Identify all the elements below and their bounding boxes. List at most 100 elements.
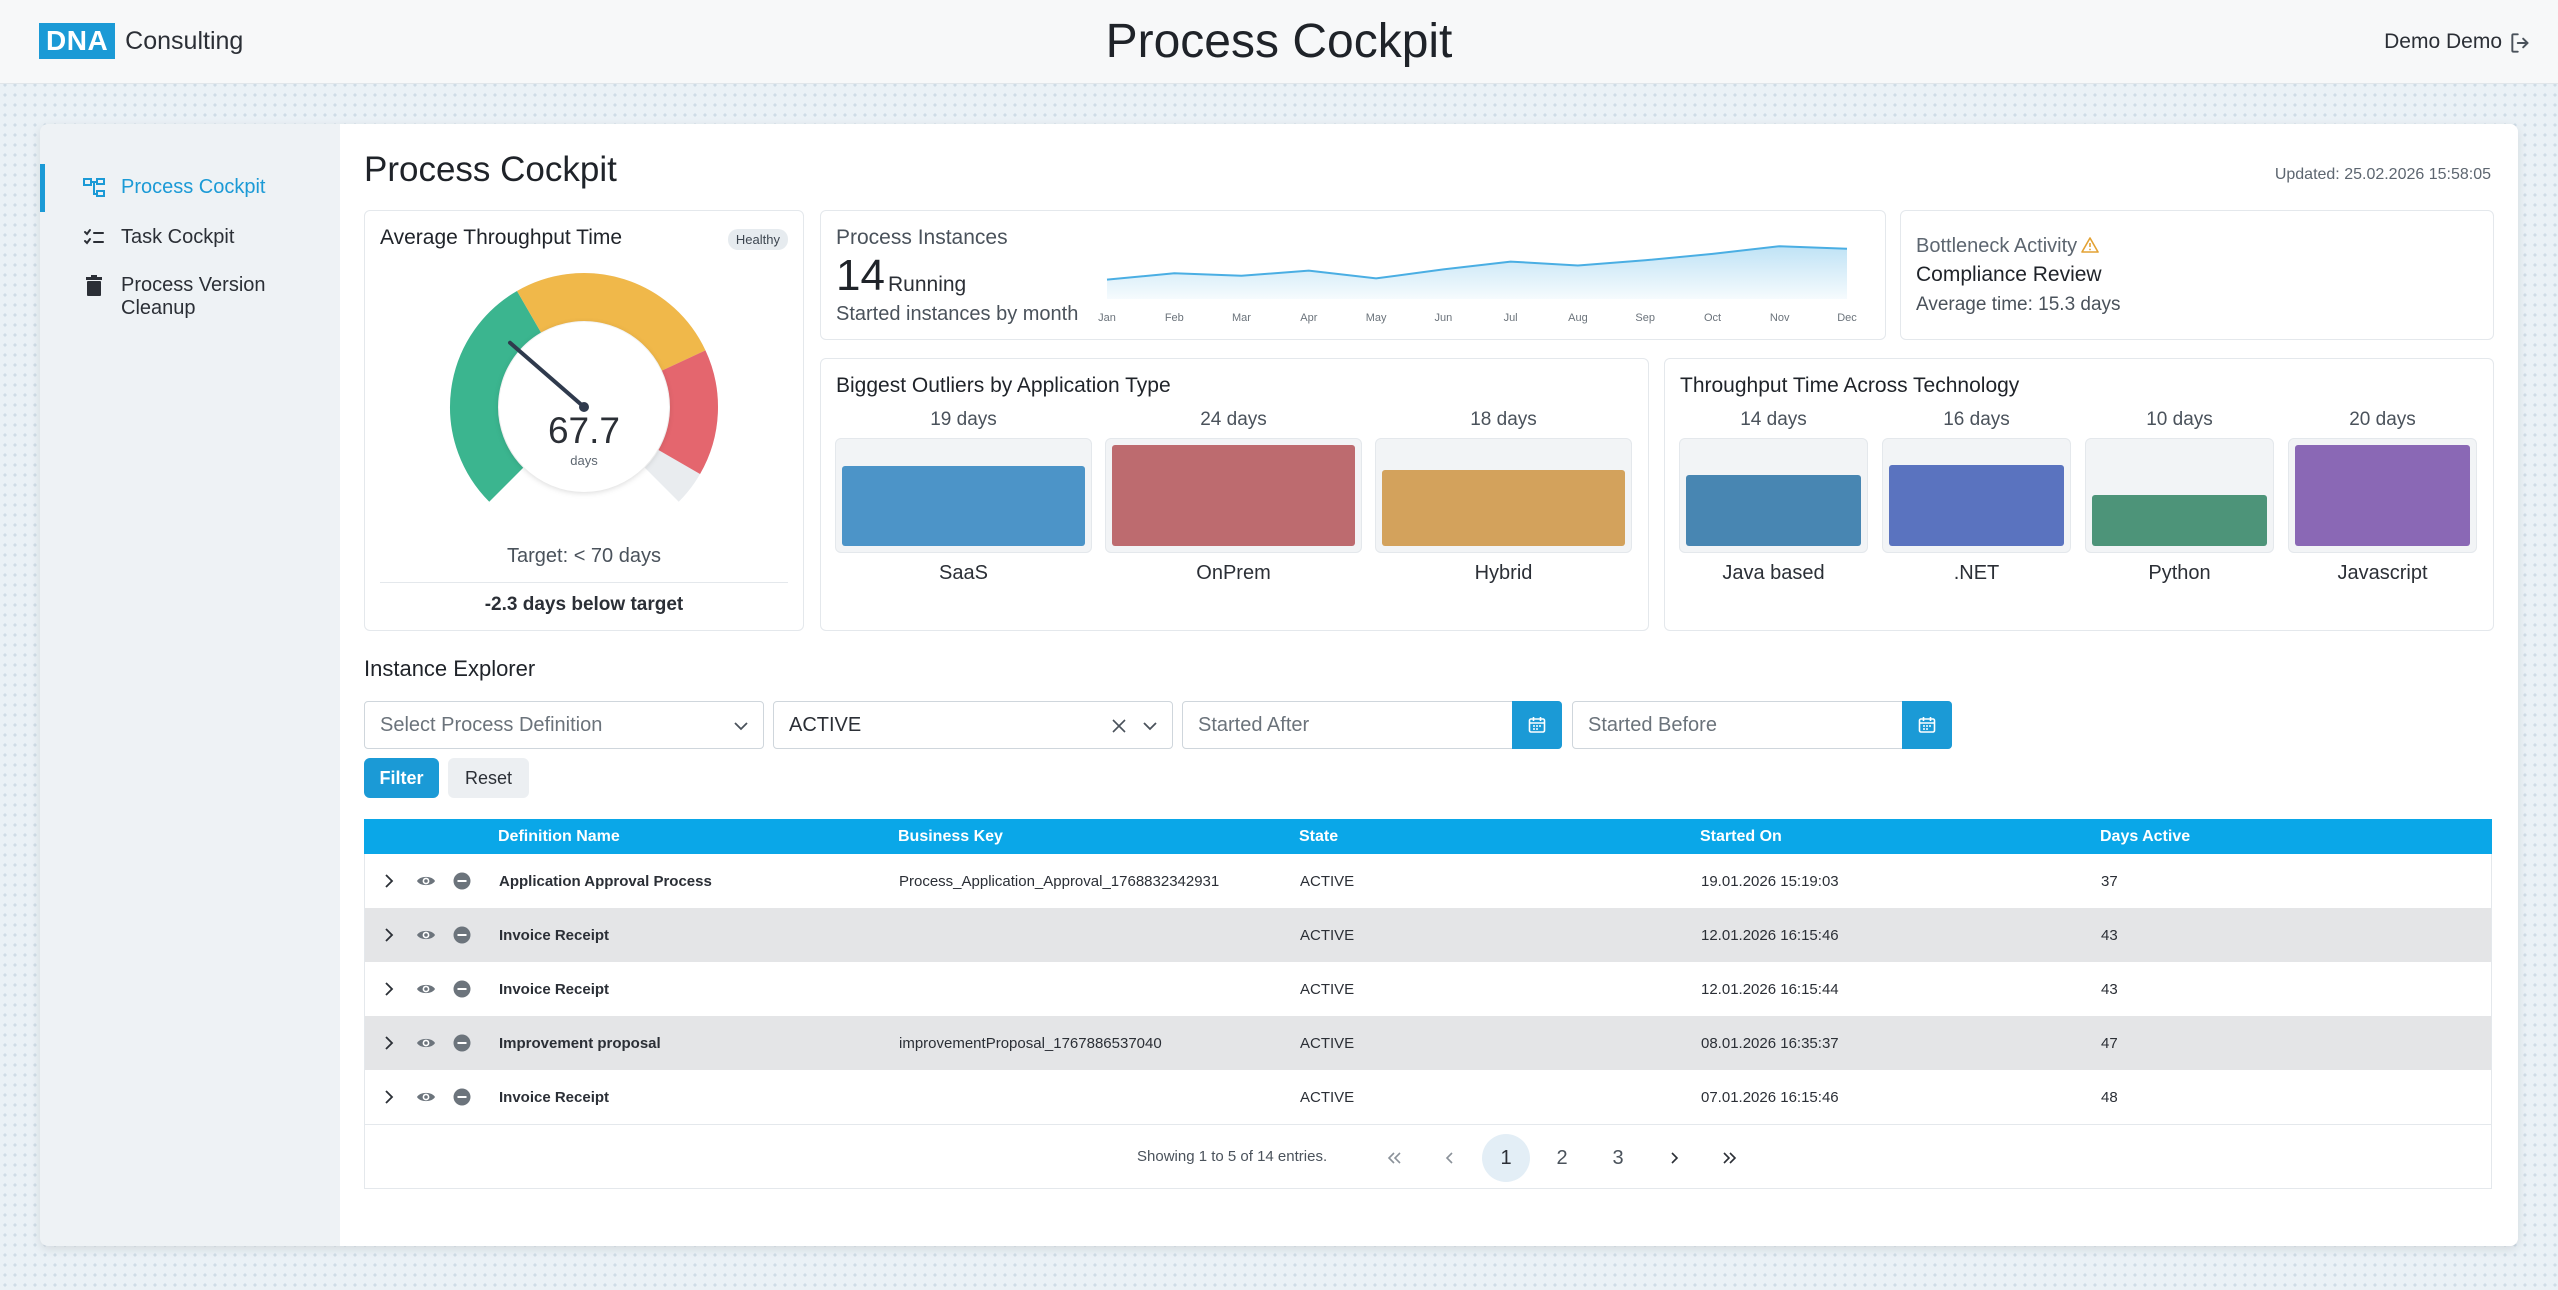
- remove-icon[interactable]: [452, 925, 472, 945]
- table-row[interactable]: Improvement proposal improvementProposal_…: [364, 1016, 2492, 1070]
- bar-fill: [1112, 445, 1355, 546]
- first-page-button[interactable]: [1370, 1134, 1418, 1182]
- calendar-icon: [1528, 717, 1546, 733]
- bar-track: [1375, 438, 1632, 553]
- chevron-right-icon[interactable]: [379, 979, 399, 999]
- remove-icon[interactable]: [452, 1033, 472, 1053]
- bar-item[interactable]: 14 days Java based: [1679, 409, 1868, 599]
- table-row[interactable]: Invoice Receipt ACTIVE 07.01.2026 16:15:46…: [364, 1070, 2492, 1124]
- column-header[interactable]: State: [1299, 828, 1339, 845]
- remove-icon[interactable]: [452, 1087, 472, 1107]
- month-tick-label: May: [1366, 312, 1387, 324]
- eye-icon[interactable]: [416, 1087, 436, 1107]
- bar-fill: [2092, 495, 2267, 546]
- table-row[interactable]: Invoice Receipt ACTIVE 12.01.2026 16:15:44…: [364, 962, 2492, 1016]
- eye-icon[interactable]: [416, 1033, 436, 1053]
- table-cell-started: 19.01.2026 15:19:03: [1701, 873, 1839, 890]
- chevron-right-icon[interactable]: [379, 1033, 399, 1053]
- state-select[interactable]: ACTIVE: [773, 701, 1173, 749]
- table-cell-state: ACTIVE: [1300, 873, 1355, 890]
- month-tick-label: Apr: [1300, 312, 1317, 324]
- table-cell-name: Improvement proposal: [499, 1035, 661, 1052]
- bottleneck-activity: Compliance Review: [1916, 263, 2102, 286]
- bar-item[interactable]: 24 days OnPrem: [1105, 409, 1362, 599]
- bar-value-label: 10 days: [2146, 409, 2213, 430]
- bar-item[interactable]: 19 days SaaS: [835, 409, 1092, 599]
- filter-button[interactable]: Filter: [364, 758, 439, 798]
- month-tick-label: Sep: [1635, 312, 1655, 324]
- chevron-right-icon[interactable]: [379, 1087, 399, 1107]
- logo-mark: DNA: [39, 23, 116, 59]
- table-cell-state: ACTIVE: [1300, 927, 1355, 944]
- chevron-down-icon[interactable]: [1140, 716, 1160, 736]
- user-name[interactable]: Demo Demo: [2384, 30, 2502, 53]
- outliers-title: Biggest Outliers by Application Type: [836, 374, 1171, 397]
- bar-category-label: Hybrid: [1474, 562, 1533, 584]
- chevron-right-icon[interactable]: [379, 871, 399, 891]
- bar-category-label: Python: [2148, 562, 2211, 584]
- table-cell-name: Invoice Receipt: [499, 1089, 610, 1106]
- started-after-calendar-button[interactable]: [1512, 701, 1562, 749]
- app-header: DNA Consulting Process Cockpit Demo Demo: [0, 0, 2558, 84]
- process-tree-icon: [83, 178, 105, 197]
- page-button-1[interactable]: 1: [1482, 1134, 1530, 1182]
- remove-icon[interactable]: [452, 979, 472, 999]
- eye-icon[interactable]: [416, 979, 436, 999]
- table-cell-name: Application Approval Process: [499, 873, 712, 890]
- calendar-icon: [1918, 717, 1936, 733]
- gauge-green-segment: [450, 290, 542, 502]
- bar-fill: [1686, 475, 1861, 546]
- bar-category-label: Javascript: [2337, 562, 2428, 584]
- column-header[interactable]: Days Active: [2100, 828, 2191, 845]
- next-page-button[interactable]: [1650, 1134, 1698, 1182]
- header-title: Process Cockpit: [1105, 15, 1453, 68]
- sidebar-item-process-version-cleanup[interactable]: Process Version Cleanup: [40, 274, 340, 320]
- previous-page-button[interactable]: [1426, 1134, 1474, 1182]
- clear-icon[interactable]: [1110, 717, 1128, 735]
- instances-table: Definition Name Business Key State Start…: [364, 819, 2492, 1189]
- sidebar-item-task-cockpit[interactable]: Task Cockpit: [40, 226, 340, 250]
- sidebar-item-process-cockpit[interactable]: Process Cockpit: [40, 164, 340, 212]
- table-cell-state: ACTIVE: [1300, 981, 1355, 998]
- remove-icon[interactable]: [452, 871, 472, 891]
- column-header[interactable]: Definition Name: [498, 828, 620, 845]
- sidebar-item-label: Process Version Cleanup: [121, 274, 266, 319]
- started-after-field[interactable]: Started After: [1182, 701, 1562, 749]
- column-header[interactable]: Business Key: [898, 828, 1003, 845]
- started-before-calendar-button[interactable]: [1902, 701, 1952, 749]
- logo[interactable]: DNA Consulting: [39, 23, 243, 59]
- page-button-2[interactable]: 2: [1556, 1147, 1568, 1169]
- gauge-needle-hub: [579, 402, 589, 412]
- process-definition-select[interactable]: Select Process Definition: [364, 701, 764, 749]
- chevron-down-icon: [734, 722, 748, 731]
- bar-track: [1105, 438, 1362, 553]
- bar-item[interactable]: 16 days .NET: [1882, 409, 2071, 599]
- sparkline-line: [1106, 245, 1848, 281]
- started-before-placeholder: Started Before: [1588, 714, 1717, 736]
- logout-icon[interactable]: [2508, 30, 2534, 56]
- table-row[interactable]: Invoice Receipt ACTIVE 12.01.2026 16:15:46…: [364, 908, 2492, 962]
- gauge-target: Target: < 70 days: [507, 545, 661, 567]
- last-page-button[interactable]: [1706, 1134, 1754, 1182]
- month-tick-label: Jun: [1435, 312, 1453, 324]
- bar-value-label: 20 days: [2349, 409, 2416, 430]
- select-placeholder: Select Process Definition: [380, 714, 603, 736]
- table-cell-days: 48: [2101, 1089, 2118, 1106]
- reset-button[interactable]: Reset: [448, 758, 529, 798]
- month-tick-label: Aug: [1568, 312, 1588, 324]
- eye-icon[interactable]: [416, 925, 436, 945]
- column-header[interactable]: Started On: [1700, 828, 1782, 845]
- chevron-right-icon[interactable]: [379, 925, 399, 945]
- page-button-3[interactable]: 3: [1612, 1147, 1624, 1169]
- bar-item[interactable]: 20 days Javascript: [2288, 409, 2477, 599]
- bar-value-label: 16 days: [1943, 409, 2010, 430]
- table-row[interactable]: Application Approval Process Process_Appl…: [364, 854, 2492, 908]
- started-before-field[interactable]: Started Before: [1572, 701, 1952, 749]
- bar-item[interactable]: 18 days Hybrid: [1375, 409, 1632, 599]
- table-cell-days: 37: [2101, 873, 2118, 890]
- process-instances-card: Process Instances 14 Running Started ins…: [820, 210, 1886, 340]
- bar-item[interactable]: 10 days Python: [2085, 409, 2274, 599]
- eye-icon[interactable]: [416, 871, 436, 891]
- month-tick-label: Jan: [1098, 312, 1116, 324]
- month-tick-label: Dec: [1837, 312, 1857, 324]
